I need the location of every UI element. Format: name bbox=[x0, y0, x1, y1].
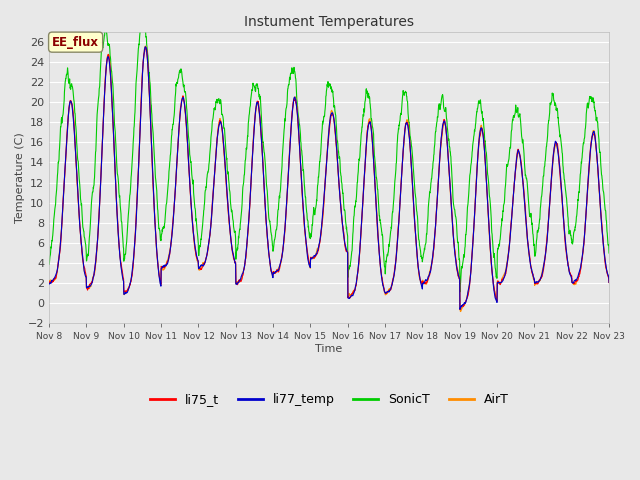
X-axis label: Time: Time bbox=[316, 344, 343, 354]
Title: Instument Temperatures: Instument Temperatures bbox=[244, 15, 414, 29]
Y-axis label: Temperature (C): Temperature (C) bbox=[15, 132, 25, 223]
Legend: li75_t, li77_temp, SonicT, AirT: li75_t, li77_temp, SonicT, AirT bbox=[145, 388, 513, 411]
Text: EE_flux: EE_flux bbox=[52, 36, 99, 48]
